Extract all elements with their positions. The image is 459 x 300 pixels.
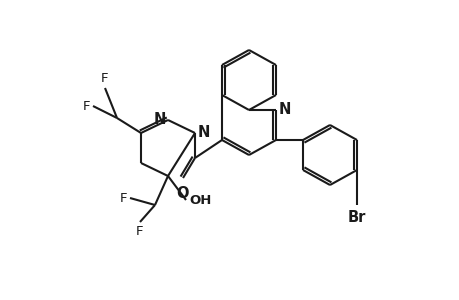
Text: F: F — [119, 191, 127, 205]
Text: N: N — [279, 101, 291, 116]
Text: F: F — [82, 100, 90, 112]
Text: N: N — [153, 112, 166, 127]
Text: Br: Br — [347, 210, 365, 225]
Text: OH: OH — [189, 194, 211, 206]
Text: O: O — [176, 186, 189, 201]
Text: F: F — [136, 225, 143, 238]
Text: N: N — [197, 124, 210, 140]
Text: F: F — [101, 72, 108, 85]
